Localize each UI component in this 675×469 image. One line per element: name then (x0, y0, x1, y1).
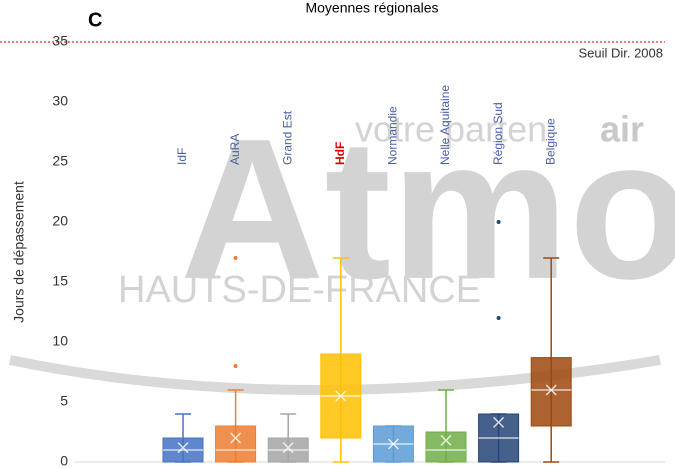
y-tick-label: 5 (60, 393, 68, 409)
category-label: Normandie (386, 106, 400, 165)
box (425, 431, 467, 463)
category-label: Nelle Aquitaine (438, 85, 452, 165)
category-label: IdF (175, 148, 189, 165)
y-tick-label: 35 (52, 33, 68, 49)
mean-marker (440, 434, 452, 446)
mean-marker (387, 438, 399, 450)
threshold-label: Seuil Dir. 2008 (578, 45, 663, 60)
y-tick-label: 15 (52, 273, 68, 289)
chart-title: Moyennes régionales (305, 0, 438, 16)
watermark-slogan: votre parten (355, 109, 547, 150)
outlier (233, 256, 238, 260)
mean-marker (282, 442, 294, 454)
category-label: Région Sud (491, 102, 505, 165)
box (215, 425, 257, 463)
outlier (496, 220, 501, 224)
mean-marker (493, 416, 505, 428)
category-label: Grand Est (280, 110, 294, 165)
outlier (233, 364, 238, 368)
y-tick-label: 25 (52, 153, 68, 169)
mean-marker (177, 442, 189, 454)
mean-marker (335, 390, 347, 402)
category-label: HdF (333, 142, 347, 165)
watermark-region: HAUTS-DE-FRANCE (118, 269, 481, 311)
watermark-main: Atmo (180, 98, 675, 321)
y-tick-label: 0 (60, 453, 68, 469)
mean-marker (230, 432, 242, 444)
mean-marker (545, 384, 557, 396)
outlier (496, 316, 501, 320)
y-tick-label: 30 (52, 93, 68, 109)
panel-label: C (88, 9, 102, 31)
y-tick-label: 20 (52, 213, 68, 229)
y-tick-label: 10 (52, 333, 68, 349)
category-label: AuRA (228, 134, 242, 165)
watermark-slogan-bold: air (600, 109, 644, 150)
y-axis-label: Jours de dépassement (11, 181, 27, 323)
box (530, 357, 572, 427)
category-label: Belgique (543, 118, 557, 165)
